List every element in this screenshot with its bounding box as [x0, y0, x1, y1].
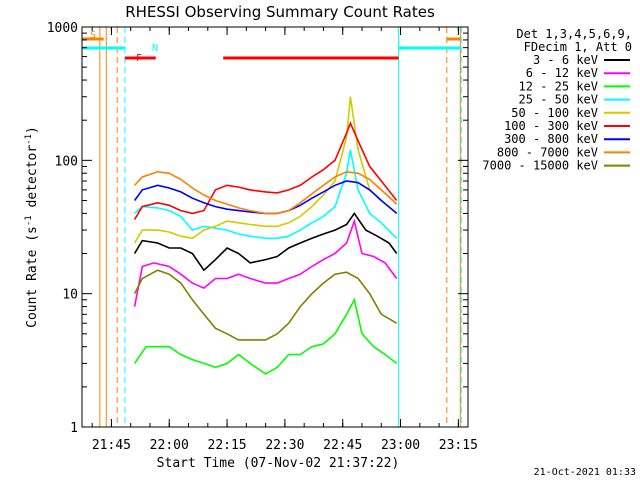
x-axis-label: Start Time (07-Nov-02 21:37:22): [157, 456, 400, 471]
legend-header-line-1: Det 1,3,4,5,6,9,: [516, 27, 632, 41]
series-line-4: [133, 96, 398, 244]
x-tick-label-0: 21:45: [92, 438, 131, 453]
series-line-0: [133, 211, 398, 272]
y-axis-label-mid: detector: [25, 145, 40, 216]
y-axis-label: Count Rate (s-1 detector-1): [24, 126, 40, 328]
legend-label-0: 3 - 6 keV: [533, 53, 598, 67]
series-line-1: [133, 218, 398, 307]
series-line-5: [133, 121, 398, 220]
x-axis: 21:45 22:00 22:15 22:30 22:45 23:00 23:15: [91, 27, 478, 453]
y-tick-label-0: 1: [70, 421, 78, 436]
legend-header-line-2: FDecim 1, Att 0: [524, 40, 632, 54]
y-axis-label-main: Count Rate (s: [25, 226, 40, 328]
y-tick-label-2: 100: [55, 154, 78, 169]
y-axis: 1 10 100 1000: [47, 21, 468, 436]
legend-label-7: 800 - 7000 keV: [497, 145, 598, 159]
x-tick-label-3: 22:30: [265, 438, 304, 453]
y-axis-label-exp1: -1: [24, 215, 34, 226]
x-tick-label-5: 23:00: [381, 438, 420, 453]
y-axis-label-exp2: -1: [24, 134, 34, 145]
x-tick-label-1: 22:00: [150, 438, 189, 453]
legend-label-3: 25 - 50 keV: [519, 93, 598, 107]
y-tick-label-1: 10: [62, 288, 78, 303]
plot-area: S NF: [82, 27, 462, 427]
x-tick-label-4: 22:45: [323, 438, 362, 453]
series-line-8: [133, 269, 398, 341]
x-tick-label-6: 23:15: [439, 438, 478, 453]
legend-label-1: 6 - 12 keV: [526, 66, 598, 80]
legend-label-2: 12 - 25 keV: [519, 79, 598, 93]
series-line-2: [133, 297, 398, 375]
flag-label-S: S: [90, 30, 96, 41]
legend-label-5: 100 - 300 keV: [504, 119, 598, 133]
legend-label-4: 50 - 100 keV: [511, 106, 598, 120]
legend-label-6: 300 - 800 keV: [504, 132, 598, 146]
flag-label-F: F: [136, 53, 142, 64]
flag-label-N: N: [152, 43, 158, 54]
chart-title: RHESSI Observing Summary Count Rates: [125, 3, 435, 21]
y-tick-label-3: 1000: [47, 21, 78, 36]
legend-label-8: 7000 - 15000 keV: [482, 159, 598, 173]
series-line-3: [134, 149, 398, 240]
legend: Det 1,3,4,5,6,9, FDecim 1, Att 0 3 - 6 k…: [482, 27, 632, 173]
x-tick-label-2: 22:15: [208, 438, 247, 453]
plot-frame: [81, 26, 469, 428]
footer-timestamp: 21-Oct-2021 01:33: [534, 467, 636, 478]
y-axis-label-end: ): [25, 126, 40, 134]
series-line-7: [134, 170, 398, 215]
